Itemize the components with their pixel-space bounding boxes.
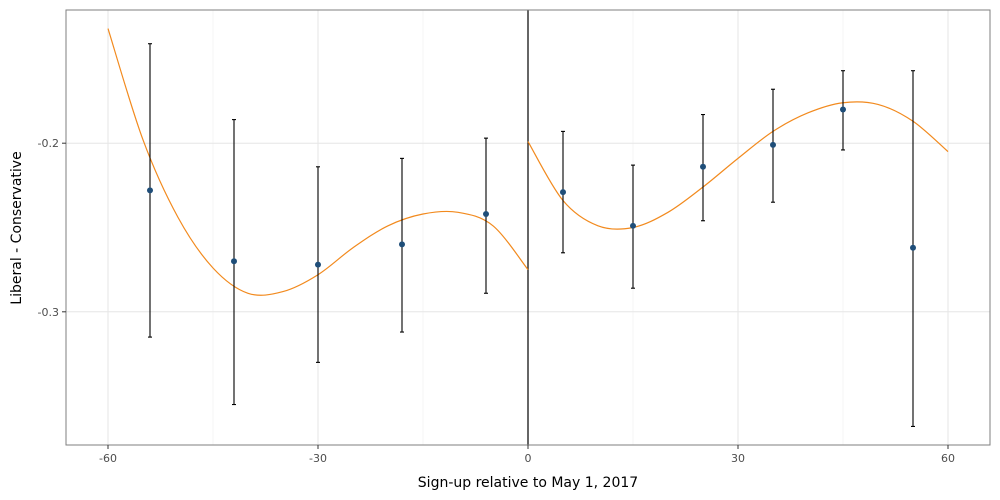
fit-curve-left [107,28,529,296]
data-point [315,261,321,268]
data-point [483,211,489,218]
y-tick-label: -0.2 [38,137,59,150]
data-point [560,189,566,196]
x-tick-label: 30 [731,452,745,465]
x-tick-label: -30 [309,452,327,465]
x-axis-title: Sign-up relative to May 1, 2017 [418,475,638,491]
data-point [840,106,846,113]
data-point [700,163,706,170]
y-tick-label: -0.3 [38,306,59,319]
x-axis-ticks: -60 -30 0 30 60 [99,445,955,465]
x-tick-label: 0 [525,452,532,465]
data-point [770,141,776,148]
x-tick-label: 60 [941,452,955,465]
data-point [630,222,636,229]
y-axis-ticks: -0.2 -0.3 [38,137,66,319]
data-points [147,106,916,268]
data-point [910,244,916,251]
fit-curves [107,28,949,296]
data-point [231,258,237,265]
x-tick-label: -60 [99,452,117,465]
data-point [399,241,405,248]
fit-curve-right [527,101,949,230]
y-axis-title: Liberal - Conservative [9,151,25,304]
data-point [147,187,153,194]
